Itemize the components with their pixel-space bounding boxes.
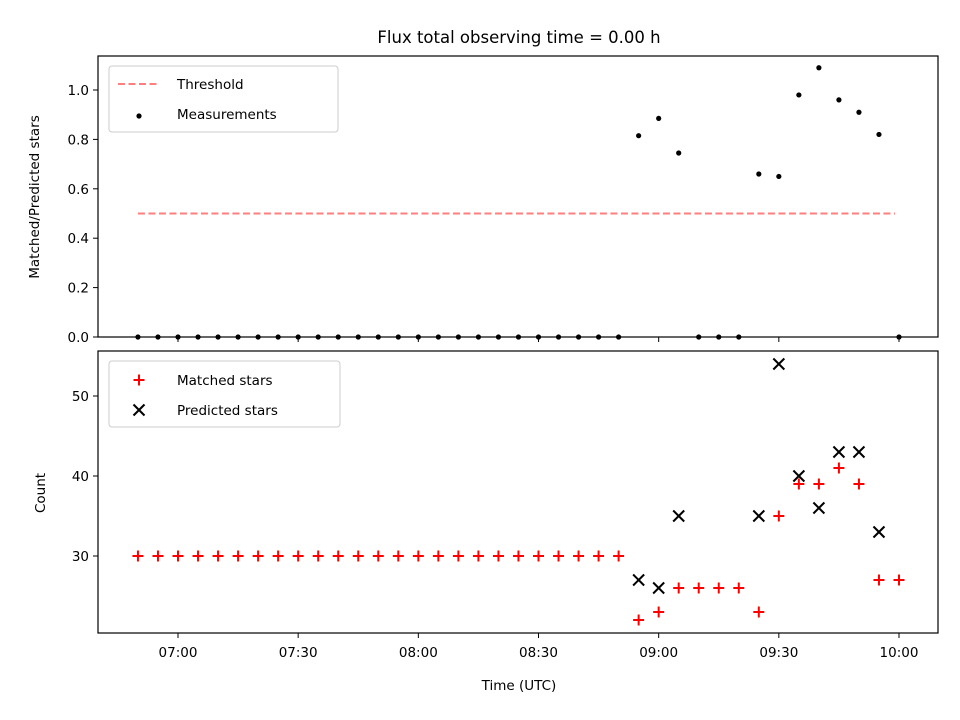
matched-star-point — [392, 550, 404, 562]
x-tick-label: 08:30 — [519, 645, 558, 661]
matched-star-point — [472, 550, 484, 562]
matched-star-point — [412, 550, 424, 562]
predicted-star-point — [872, 525, 886, 539]
x-tick-label: 09:30 — [759, 645, 798, 661]
predicted-star-point — [852, 445, 866, 459]
matched-star-point — [252, 550, 264, 562]
top-legend: Threshold Measurements — [108, 65, 339, 133]
measurement-point — [796, 92, 802, 98]
matched-star-point — [232, 550, 244, 562]
matched-star-point — [893, 574, 905, 586]
legend-matched-swatch — [133, 374, 145, 386]
matched-star-point — [773, 510, 785, 522]
measurement-point — [836, 97, 842, 103]
top-axes-frame — [97, 55, 939, 338]
bottom-legend-box — [108, 360, 341, 428]
measurement-point — [676, 150, 682, 156]
matched-star-point — [713, 582, 725, 594]
matched-star-point — [512, 550, 524, 562]
matched-star-point — [693, 582, 705, 594]
bottom-y-tick-label: 30 — [72, 549, 89, 565]
matched-star-point — [432, 550, 444, 562]
matched-star-point — [492, 550, 504, 562]
matched-star-point — [172, 550, 184, 562]
predicted-star-point — [812, 501, 826, 515]
bottom-plot-area: 30 40 50 07:00 07:30 08:00 08:30 09:00 09:30 10:0… — [72, 350, 939, 661]
measurement-point — [816, 65, 822, 71]
predicted-star-point — [632, 573, 645, 587]
x-axis-label: Time (UTC) — [481, 678, 557, 694]
legend-threshold-label: Threshold — [176, 77, 244, 93]
matched-star-point — [212, 550, 224, 562]
predicted-star-point — [832, 445, 846, 459]
top-y-tick-label: 0.6 — [68, 182, 89, 198]
legend-measurement-swatch — [136, 113, 142, 119]
measurement-point — [756, 171, 762, 177]
matched-star-point — [873, 574, 885, 586]
matched-star-point — [192, 550, 204, 562]
predicted-star-point — [672, 509, 685, 523]
matched-star-point — [673, 582, 685, 594]
top-plot-area: 0.0 0.2 0.4 0.6 0.8 1.0 Threshold Measurements — [68, 55, 939, 346]
matched-star-point — [372, 550, 384, 562]
matched-star-point — [753, 606, 765, 618]
matched-star-point — [593, 550, 605, 562]
predicted-star-point — [792, 469, 806, 483]
matched-star-point — [653, 606, 665, 618]
x-tick-label: 08:00 — [399, 645, 438, 661]
matched-star-point — [312, 550, 324, 562]
matched-star-point — [833, 462, 845, 474]
matched-star-point — [733, 582, 745, 594]
matched-star-point — [533, 550, 544, 562]
bottom-y-tick-label: 40 — [72, 469, 89, 485]
top-y-tick-label: 0.4 — [68, 231, 89, 247]
legend-matched-label: Matched stars — [177, 373, 273, 389]
x-tick-label: 07:00 — [159, 645, 198, 661]
legend-predicted-swatch — [132, 403, 146, 417]
matched-star-point — [813, 478, 825, 490]
legend-predicted-label: Predicted stars — [177, 403, 278, 419]
chart-title: Flux total observing time = 0.00 h — [377, 28, 660, 47]
matched-star-point — [573, 550, 585, 562]
top-legend-box — [108, 65, 339, 133]
bottom-legend: Matched stars Predicted stars — [108, 360, 341, 428]
measurement-point — [856, 109, 862, 115]
matched-star-point — [613, 550, 625, 562]
matched-star-point — [152, 550, 164, 562]
matched-star-point — [853, 478, 865, 490]
x-tick-label: 10:00 — [880, 645, 919, 661]
predicted-star-point — [752, 509, 766, 523]
bottom-y-tick-label: 50 — [72, 389, 89, 405]
matched-star-point — [352, 550, 364, 562]
top-y-tick-label: 0.8 — [68, 132, 89, 148]
bottom-axes-frame — [97, 350, 939, 634]
top-y-tick-label: 0.2 — [68, 281, 89, 297]
legend-measurement-label: Measurements — [177, 107, 277, 123]
predicted-star-point — [772, 357, 786, 371]
matched-star-point — [132, 550, 144, 562]
top-y-tick-label: 0.0 — [68, 330, 89, 346]
top-y-tick-label: 1.0 — [68, 83, 89, 99]
matched-star-point — [452, 550, 464, 562]
bottom-y-axis-label: Count — [33, 473, 49, 513]
matched-star-point — [793, 478, 805, 490]
measurement-point — [876, 131, 882, 138]
matched-star-point — [553, 550, 565, 562]
top-y-axis-label: Matched/Predicted stars — [27, 115, 43, 278]
matched-star-point — [332, 550, 344, 562]
predicted-star-point — [652, 581, 665, 595]
matched-star-point — [292, 550, 304, 562]
matched-star-point — [633, 614, 645, 626]
measurement-point — [656, 115, 662, 122]
x-tick-label: 07:30 — [279, 645, 318, 661]
measurement-point — [636, 133, 642, 139]
x-tick-label: 09:00 — [639, 645, 678, 661]
matched-star-point — [272, 550, 284, 562]
measurement-point — [776, 173, 782, 180]
